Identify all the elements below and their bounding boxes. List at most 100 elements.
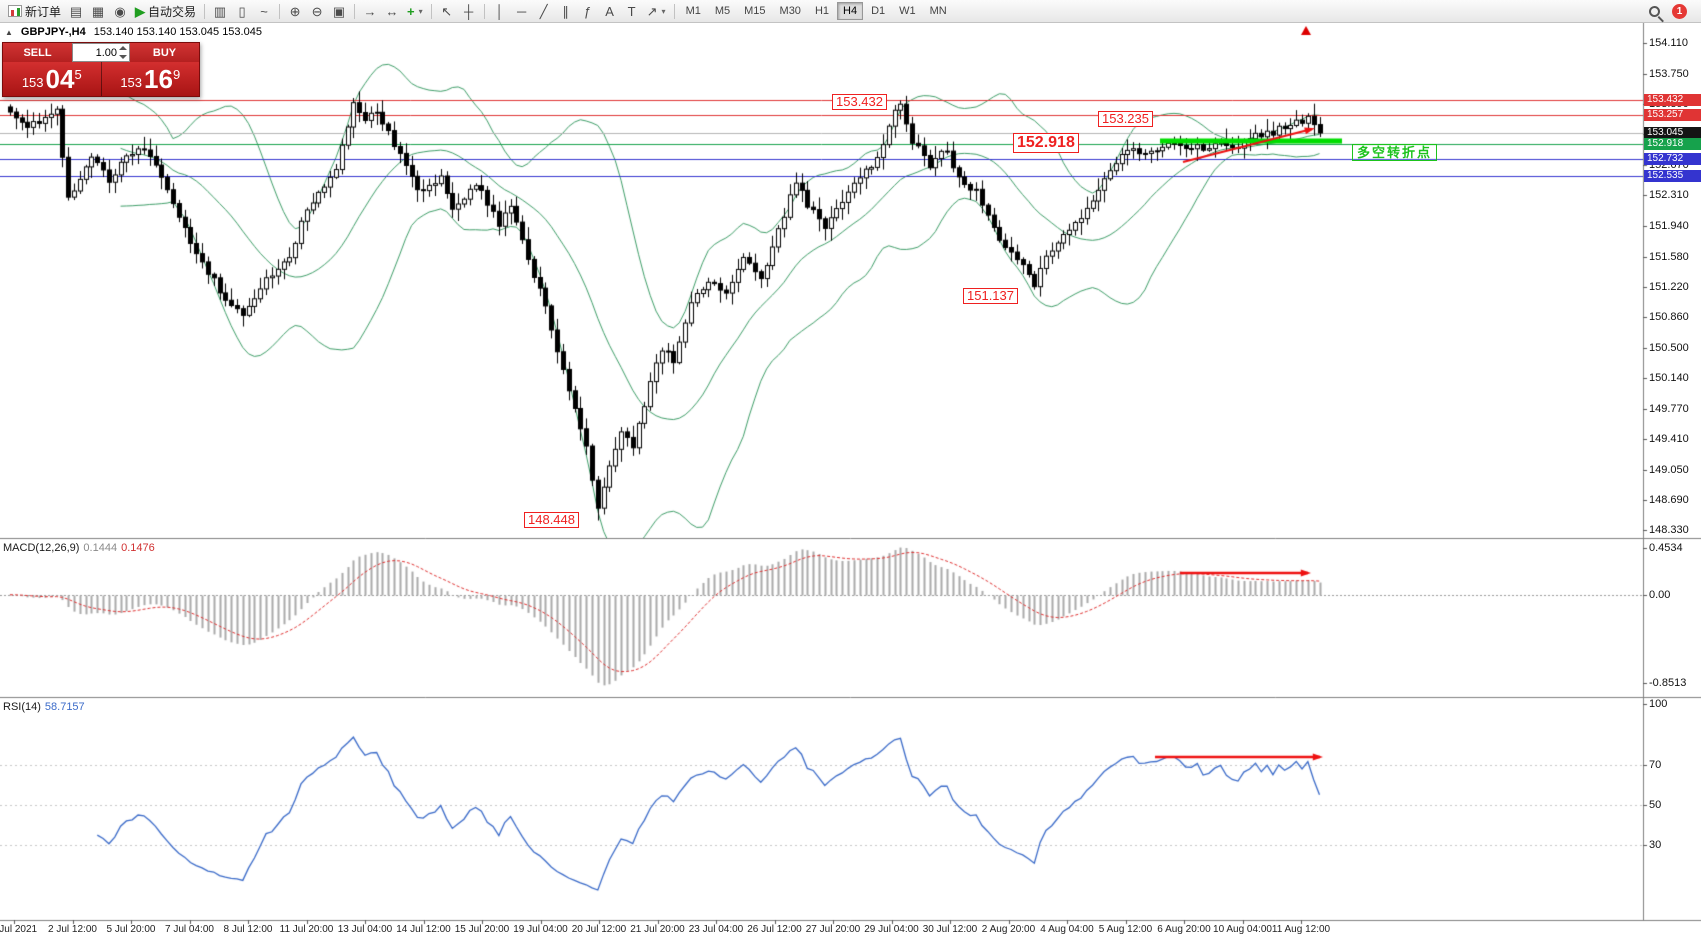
buy-header[interactable]: BUY [130,43,199,62]
cursor-icon: ↖ [441,3,453,19]
time-axis-label[interactable]: 15 Jul 20:00 [454,924,510,935]
dropdown-arrow-icon: ▾ [418,6,423,16]
tile-windows-button[interactable]: ▣ [328,1,350,21]
autotrading-button[interactable]: ▶ 自动交易 [131,1,200,21]
line-chart-button[interactable]: ~ [253,1,275,21]
timeframe-mn[interactable]: MN [929,5,947,17]
chart-shift-button[interactable]: ↔ [381,1,403,21]
timeframe-m5[interactable]: M5 [714,5,731,17]
time-axis-label[interactable]: 10 Aug 04:00 [1213,924,1272,935]
time-axis-label[interactable]: 19 Jul 04:00 [513,924,568,935]
price-axis-marker: 153.257 [1644,109,1701,122]
line-icon: ~ [260,3,268,19]
vline-icon: │ [495,3,504,19]
price-axis-tick: 151.220 [1649,280,1689,293]
price-label-annotation[interactable]: 152.918 [1013,133,1079,153]
time-axis-label[interactable]: 5 Aug 12:00 [1098,924,1153,935]
price-axis-tick: 149.410 [1649,433,1689,446]
notifications-badge[interactable]: 1 [1672,3,1687,19]
timeframe-m30[interactable]: M30 [779,5,801,17]
price-axis-marker: 153.432 [1644,94,1701,107]
price-axis-tick: 148.690 [1649,494,1689,507]
price-axis-tick: 153.750 [1649,67,1689,80]
label-icon: T [627,3,636,19]
price-label-annotation[interactable]: 151.137 [963,288,1018,304]
indicators-button[interactable]: + ▾ [403,1,427,21]
timeframe-m15[interactable]: M15 [744,5,766,17]
price-label-annotation[interactable]: 153.432 [832,94,887,110]
macd-signal-value: 0.1476 [121,542,155,554]
chart-overlays: 154.110153.750153.390153.030152.670152.3… [0,23,1701,939]
volume-spinner[interactable] [118,45,128,60]
time-axis-label[interactable]: 27 Jul 20:00 [805,924,861,935]
sell-header[interactable]: SELL [3,43,72,62]
bar-chart-button[interactable]: ▥ [209,1,231,21]
time-axis-label[interactable]: 2 Aug 20:00 [981,924,1036,935]
price-label-annotation[interactable]: 148.448 [524,512,579,528]
label-button[interactable]: T [621,1,643,21]
auto-scroll-button[interactable]: → [359,1,381,21]
market-icon: ▦ [91,3,105,19]
time-axis-label[interactable]: 13 Jul 04:00 [337,924,393,935]
time-axis-label[interactable]: 5 Jul 20:00 [106,924,156,935]
time-axis-label[interactable]: 7 Jul 04:00 [165,924,214,935]
indicators-icon: + [407,3,415,19]
zoom-out-button[interactable]: ⊖ [306,1,328,21]
time-axis-label[interactable]: 26 Jul 12:00 [747,924,802,935]
one-click-trading-panel: SELL 1.00 BUY 153 04 5 153 [2,42,200,97]
buy-button[interactable]: 153 16 9 [100,62,199,96]
market-watch-button[interactable]: ▦ [87,1,109,21]
rsi-axis-tick: 100 [1649,698,1668,710]
horizontal-line-button[interactable]: ─ [511,1,533,21]
sell-button[interactable]: 153 04 5 [3,62,101,96]
channel-icon: ∥ [562,3,569,19]
vertical-line-button[interactable]: │ [489,1,511,21]
fibonacci-button[interactable]: ƒ [577,1,599,21]
timeframe-d1[interactable]: D1 [871,5,886,17]
timeframe-w1[interactable]: W1 [899,5,916,17]
spinner-down-icon[interactable] [119,55,127,59]
time-axis-label[interactable]: 30 Jul 12:00 [922,924,978,935]
timeframe-h4[interactable]: H4 [837,2,864,20]
new-order-button[interactable]: 新订单 [4,1,65,21]
crosshair-button[interactable]: ┼ [458,1,480,21]
time-axis-label[interactable]: 29 Jul 04:00 [864,924,919,935]
trendline-button[interactable]: ╱ [533,1,555,21]
time-axis-label[interactable]: 8 Jul 12:00 [223,924,273,935]
search-icon[interactable] [1649,5,1660,17]
time-axis-label[interactable]: 23 Jul 04:00 [688,924,744,935]
timeframe-h1[interactable]: H1 [814,5,829,17]
time-axis-label[interactable]: 14 Jul 12:00 [396,924,451,935]
one-click-toggle-icon[interactable] [5,28,13,37]
channel-button[interactable]: ∥ [555,1,577,21]
time-axis-label[interactable]: 11 Aug 12:00 [1271,924,1331,935]
text-button[interactable]: A [599,1,621,21]
price-label-annotation[interactable]: 153.235 [1098,111,1153,127]
zoom-in-button[interactable]: ⊕ [284,1,306,21]
price-axis-tick: 150.140 [1649,371,1689,384]
sound-icon: ◉ [114,3,126,19]
time-axis-label[interactable]: 4 Aug 04:00 [1040,924,1094,935]
volume-input[interactable]: 1.00 [72,43,130,62]
profiles-button[interactable]: ▤ [65,1,87,21]
price-chart-canvas[interactable] [0,23,1701,939]
timeframe-m1[interactable]: M1 [685,5,701,17]
cursor-button[interactable]: ↖ [436,1,458,21]
rsi-axis-tick: 30 [1649,839,1662,852]
time-axis-label[interactable]: 20 Jul 12:00 [571,924,627,935]
candlestick-chart-button[interactable]: ▯ [231,1,253,21]
top-toolbar: 新订单 ▤ ▦ ◉ ▶ 自动交易 ▥ ▯ ~ ⊕ ⊖ ▣ → ↔ + ▾ ↖ ┼ │ ─ ╱ ∥ ƒ A T ↗ ▾ M1 M5 M15… [0,0,1701,23]
time-axis-label[interactable]: 1 Jul 2021 [0,924,38,935]
turning-point-note[interactable]: 多空转折点 [1352,144,1438,161]
time-axis-label[interactable]: 11 Jul 20:00 [279,924,334,935]
sound-alerts-button[interactable]: ◉ [109,1,131,21]
time-axis-label[interactable]: 6 Aug 20:00 [1157,924,1211,935]
time-axis-label[interactable]: 21 Jul 20:00 [630,924,685,935]
fibo-icon: ƒ [584,3,592,19]
arrows-button[interactable]: ↗ ▾ [643,1,670,21]
time-axis-label[interactable]: 2 Jul 12:00 [48,924,97,935]
macd-axis-tick: 0.4534 [1649,541,1683,554]
spinner-up-icon[interactable] [119,46,127,50]
price-axis-marker: 152.918 [1644,137,1701,150]
